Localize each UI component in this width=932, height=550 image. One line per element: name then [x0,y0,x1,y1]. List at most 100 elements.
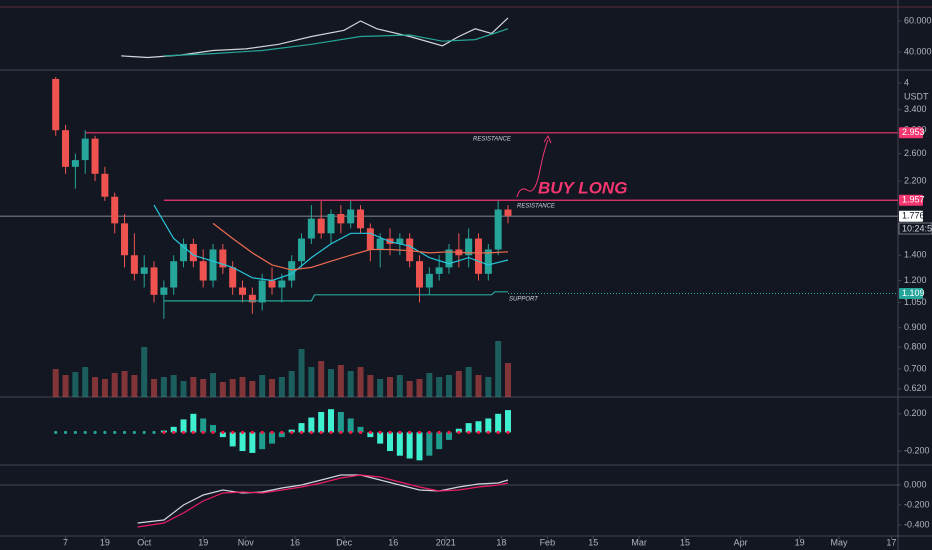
candle-body [239,287,247,295]
zero-dot [358,430,363,435]
zero-dot [162,430,166,435]
bar [151,379,158,397]
bar [446,432,452,440]
candle-body [494,209,502,250]
candle-body [111,196,119,224]
candle-body [121,223,129,256]
candle-body [406,238,414,262]
zero-dot [378,430,382,435]
x-tick-label: Oct [137,537,152,547]
candle-body [101,173,109,197]
bar [278,432,285,438]
line-series [121,17,509,59]
bar [426,373,433,397]
bar [347,418,354,433]
y-tick-label: 2.600 [904,148,927,158]
zero-dot [172,430,176,435]
bar [328,369,335,397]
bar [475,375,482,397]
zero-dot [113,430,117,435]
bar [446,375,452,397]
bar [387,377,394,397]
x-tick-label: Nov [238,537,255,547]
arrow-head [543,134,552,144]
y-tick-label: 0.800 [904,341,927,351]
line-series [153,204,509,282]
candle-body [504,209,512,216]
bar [495,341,502,397]
bar [387,432,394,452]
candle-body [81,138,89,161]
price-tag [899,127,923,139]
countdown: 10:24:59 [902,223,932,233]
candle-body [248,294,256,303]
candle-body [435,267,443,274]
candle-body [268,280,276,288]
candle-body [229,267,237,288]
bar [357,426,364,433]
bar [367,432,374,438]
candle-body [160,287,168,295]
bar [377,432,384,444]
x-tick-label: 16 [388,537,398,547]
zero-dot [457,430,461,435]
y-tick-label: 0.000 [904,479,927,489]
zero-dot [476,430,481,435]
x-tick-label: 15 [588,537,598,547]
bar [160,377,167,397]
zero-dot [191,430,195,435]
zero-dot [506,430,510,435]
candle-body [484,249,492,274]
candle-body [376,238,384,250]
zero-dot [142,430,146,435]
y-tick-label: -0.200 [904,445,930,455]
bar [92,377,99,397]
zero-dot [408,430,412,435]
bar [406,381,413,397]
bar [170,426,177,433]
zero-dot [103,430,107,435]
bar [328,409,335,433]
zero-dot [329,430,333,435]
line-series [212,222,509,271]
unit-label: USDT [904,91,929,101]
y-tick-label: 40.000 [904,46,932,56]
y-tick-label: 1.050 [904,297,927,307]
zero-dot [152,430,156,435]
bar [337,365,344,397]
bar [455,428,462,433]
bar [229,379,236,397]
bar [416,432,423,461]
zero-dot [250,430,254,435]
zero-dot [437,430,441,435]
y-tick-label: 0.700 [904,363,927,373]
zero-dot [63,430,68,435]
zero-dot [201,430,205,435]
zero-dot [231,430,235,435]
zero-dot [270,430,274,435]
x-tick-label: 19 [198,537,208,547]
bar [485,418,492,433]
bar [62,375,69,397]
y-tick-label: 3.400 [904,104,927,114]
candle-body [288,261,296,281]
x-tick-label: 19 [795,537,805,547]
candle-body [91,138,99,174]
bar [347,371,354,397]
y-tick-label: 0.900 [904,322,927,332]
annotation: RESISTANCE [517,204,556,210]
bar [495,413,502,433]
x-tick-label: Mar [631,537,647,547]
bar [249,381,256,397]
bar [377,379,384,397]
bar [190,377,197,397]
bar [259,432,266,450]
bar [416,379,423,397]
x-tick-label: 7 [63,537,68,547]
zero-dot [349,430,353,435]
bar [210,373,217,397]
zero-dot [280,430,284,435]
bar [259,375,266,397]
bar [121,371,128,397]
